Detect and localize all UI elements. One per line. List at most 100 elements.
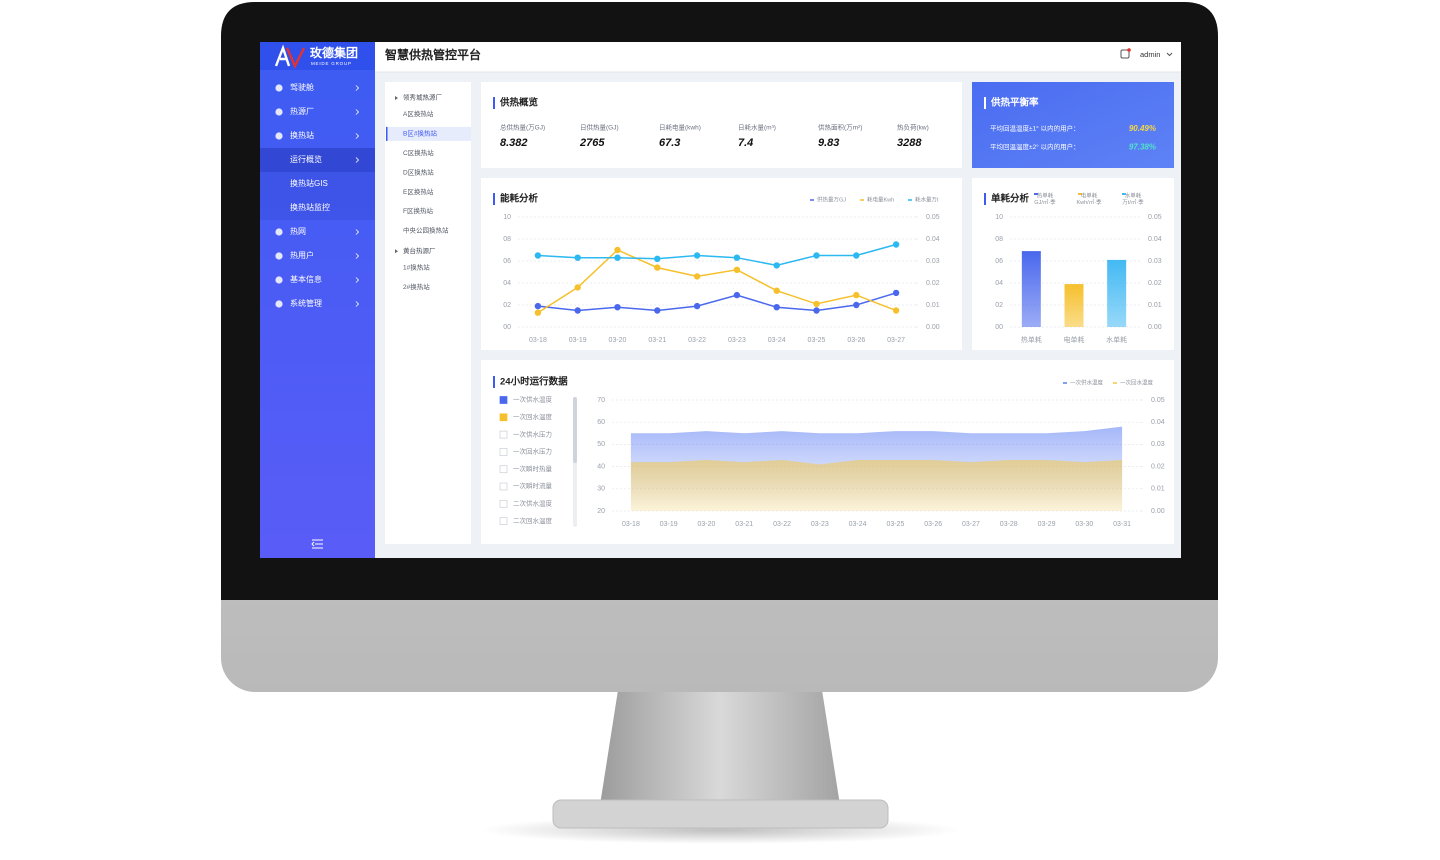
menu-item[interactable]: 换热站 (290, 130, 314, 140)
signal-checkbox[interactable] (499, 396, 508, 404)
point (654, 307, 661, 314)
legend-label[interactable]: 供热量万GJ (817, 195, 846, 203)
y2-tick-label: 0.00 (1151, 508, 1165, 515)
legend-label[interactable]: 电单耗 (1081, 191, 1098, 199)
tree-node[interactable]: E区换热站 (403, 187, 434, 196)
legend-label[interactable]: 热单耗 (1037, 191, 1054, 199)
x-tick-label: 03-18 (622, 521, 640, 528)
menu-item[interactable]: 基本信息 (290, 274, 322, 284)
x-tick-label: 03-27 (962, 521, 980, 528)
menu-item[interactable]: 系统管理 (290, 298, 322, 308)
point (614, 304, 621, 311)
tree-node[interactable]: F区换热站 (403, 206, 433, 215)
tree-node[interactable]: D区换热站 (403, 167, 434, 176)
signal-checkbox[interactable] (499, 448, 508, 456)
title-bar (984, 97, 986, 109)
x-tick-label: 03-20 (609, 337, 627, 344)
menu-item[interactable]: 热网 (290, 226, 306, 236)
tree-node[interactable]: 1#换热站 (403, 263, 430, 272)
tree-group[interactable]: 领秀城热源厂 (403, 93, 443, 102)
point (853, 301, 860, 309)
x-tick-label: 03-24 (849, 521, 867, 528)
signal-label[interactable]: 一次供水温度 (513, 395, 553, 404)
tree-node[interactable]: C区换热站 (403, 148, 434, 157)
menu-icon (275, 228, 283, 236)
tree-node[interactable]: A区换热站 (403, 109, 434, 118)
card-title: 供热平衡率 (990, 97, 1039, 109)
signal-checkbox[interactable] (499, 413, 508, 422)
point (853, 291, 860, 299)
signal-label[interactable]: 一次瞬时热量 (513, 464, 553, 473)
stand-neck (600, 690, 840, 805)
card-title: 供热概览 (499, 97, 539, 109)
point (574, 307, 581, 314)
chevron (355, 253, 360, 259)
title-bar (493, 97, 495, 109)
x-tick-label: 03-24 (768, 337, 786, 344)
metric-label: 日耗水量(m³) (738, 123, 776, 132)
point (773, 262, 780, 269)
signal-label[interactable]: 一次供水压力 (513, 429, 552, 438)
signal-label[interactable]: 一次回水压力 (513, 447, 552, 456)
y-tick-label: 02 (503, 302, 511, 309)
metric-label: 供热面积(万m²) (818, 123, 862, 132)
tree-group[interactable]: 黄台热源厂 (403, 246, 436, 255)
y2-tick-label: 0.05 (1148, 214, 1162, 221)
point (733, 266, 741, 273)
signal-checkbox[interactable] (499, 499, 508, 508)
signal-checkbox[interactable] (499, 430, 508, 439)
menu-item[interactable]: 驾驶舱 (290, 82, 314, 92)
balance-value: 97.38% (1129, 143, 1156, 152)
menu-item[interactable]: 热用户 (290, 250, 314, 260)
y-tick-label: 70 (597, 397, 605, 404)
signal-label[interactable]: 一次瞬时流量 (513, 481, 553, 490)
y2-tick-label: 0.03 (926, 258, 940, 265)
chevron (355, 277, 360, 283)
legend-label[interactable]: 一次回水温度 (1120, 378, 1154, 386)
scroll-thumb[interactable] (573, 397, 577, 463)
y2-tick-label: 0.02 (1148, 280, 1162, 287)
legend-label[interactable]: 水单耗 (1125, 191, 1142, 199)
submenu-item[interactable]: 运行概览 (290, 154, 322, 164)
signal-label[interactable]: 二次供水温度 (513, 499, 553, 508)
tree-node[interactable]: 中央公园换热站 (403, 226, 449, 235)
x-tick-label: 03-30 (1075, 521, 1093, 528)
user-chevron[interactable] (1166, 52, 1173, 57)
point (773, 304, 780, 311)
y-tick-label: 06 (995, 258, 1003, 265)
header-user[interactable]: admin (1140, 50, 1160, 59)
submenu-item[interactable]: 换热站监控 (290, 202, 330, 212)
signal-checkbox[interactable] (499, 517, 508, 525)
legend-label[interactable]: 耗水量万t (915, 195, 939, 203)
menu-icon (275, 276, 283, 284)
point (574, 284, 581, 291)
menu-icon (275, 252, 283, 260)
submenu-item[interactable]: 换热站GIS (290, 178, 328, 188)
point (853, 252, 860, 259)
point (813, 307, 820, 314)
notify-icon[interactable] (1120, 49, 1130, 59)
menu-item[interactable]: 热源厂 (290, 106, 314, 116)
x-tick-label: 03-23 (811, 521, 829, 528)
point (892, 289, 900, 297)
point (693, 252, 701, 259)
signal-checkbox[interactable] (499, 465, 508, 474)
signal-label[interactable]: 一次回水温度 (513, 412, 553, 421)
signal-checkbox[interactable] (499, 482, 508, 491)
legend-label[interactable]: 耗电量Kwh (867, 195, 894, 203)
bar (1107, 259, 1127, 327)
notify-dot (1127, 48, 1131, 52)
series-area (630, 459, 1123, 511)
title-bar (984, 193, 986, 205)
chevron (355, 109, 360, 115)
legend-label[interactable]: 一次供水温度 (1070, 378, 1104, 386)
y2-tick-label: 0.05 (1151, 397, 1165, 404)
collapse-icon[interactable] (311, 539, 323, 549)
y-tick-label: 04 (503, 280, 511, 287)
chevron (355, 157, 360, 163)
tree-node[interactable]: 2#换热站 (403, 282, 430, 291)
signal-label[interactable]: 二次回水温度 (513, 516, 553, 525)
tree-node[interactable]: B区#换热站 (403, 129, 437, 138)
metric-value: 7.4 (738, 137, 753, 149)
